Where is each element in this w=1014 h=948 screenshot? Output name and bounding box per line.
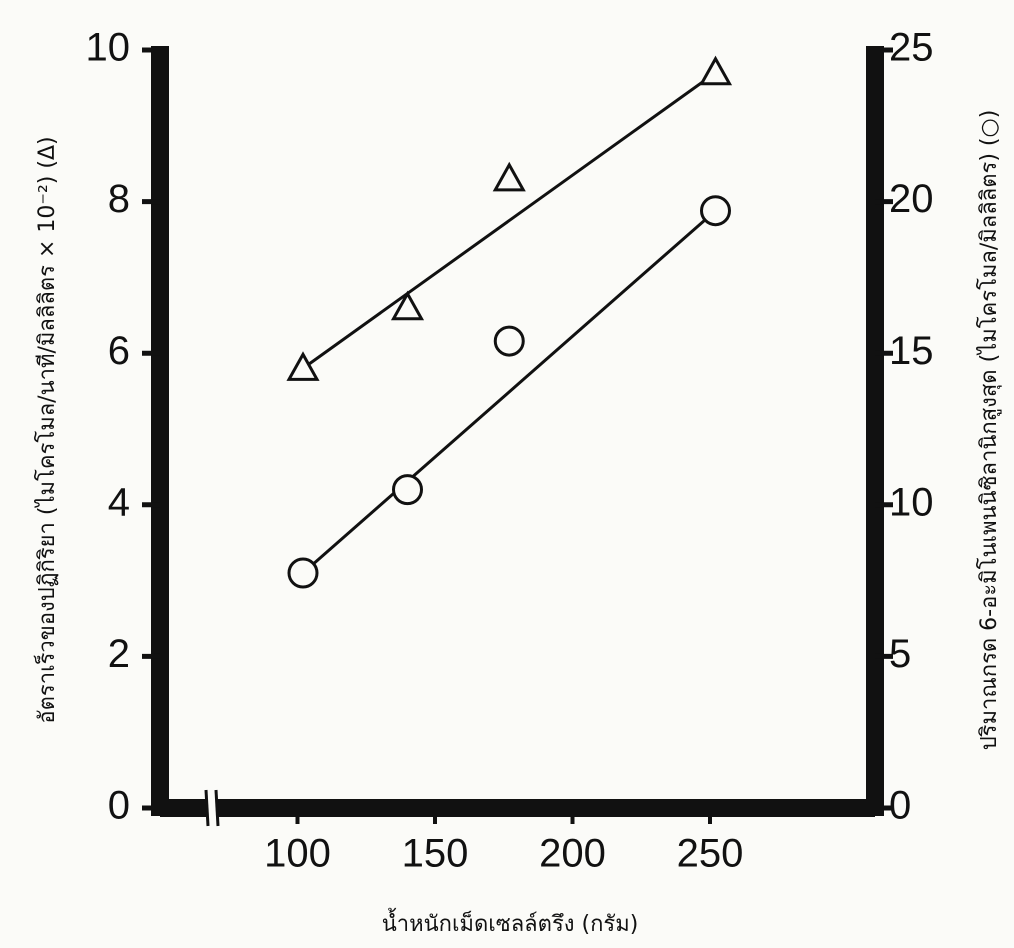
- axis-break: [207, 794, 217, 822]
- y-tick-label: 6: [108, 329, 130, 373]
- x-tick-label: 250: [677, 832, 744, 876]
- x-tick-label: 200: [539, 832, 606, 876]
- triangle-point: [286, 351, 320, 381]
- x-tick-label: 100: [264, 832, 331, 876]
- y-tick-label: 8: [108, 177, 130, 221]
- circle-point: [392, 474, 423, 506]
- y2-tick-label: 25: [889, 26, 934, 70]
- circle-point: [493, 325, 525, 357]
- y2-tick-label: 5: [889, 632, 911, 676]
- y-tick-label: 10: [86, 26, 131, 70]
- triangle-point: [492, 161, 526, 192]
- y2-tick-label: 15: [889, 329, 934, 373]
- y2-tick-label: 0: [889, 784, 911, 828]
- y-axis-label: อัตราเร็วของปฏิกิริยา (ไมโครโมล/นาที/มิล…: [32, 136, 60, 723]
- y-tick-label: 4: [108, 480, 130, 524]
- triangle-point: [390, 290, 425, 321]
- circle-point: [700, 195, 731, 227]
- axis-break-line: [214, 789, 220, 827]
- x-tick-label: 150: [402, 832, 469, 876]
- y-tick-label: 2: [108, 632, 130, 676]
- triangle-point: [698, 55, 733, 86]
- y2-tick-label: 20: [889, 177, 934, 221]
- x-axis-label: น้ำหนักเม็ดเซลล์ตรึง (กรัม): [382, 908, 639, 937]
- fit-line: [302, 71, 717, 370]
- y2-tick-label: 10: [889, 480, 934, 524]
- fit-line: [302, 209, 717, 575]
- y-tick-label: 0: [108, 784, 130, 828]
- axis-break-line: [204, 789, 210, 827]
- y2-axis-label: ปริมาณกรด 6-อะมิโนเพนนิซิลานิกสูงสุด (ไม…: [976, 110, 1002, 751]
- circle-point: [287, 557, 319, 589]
